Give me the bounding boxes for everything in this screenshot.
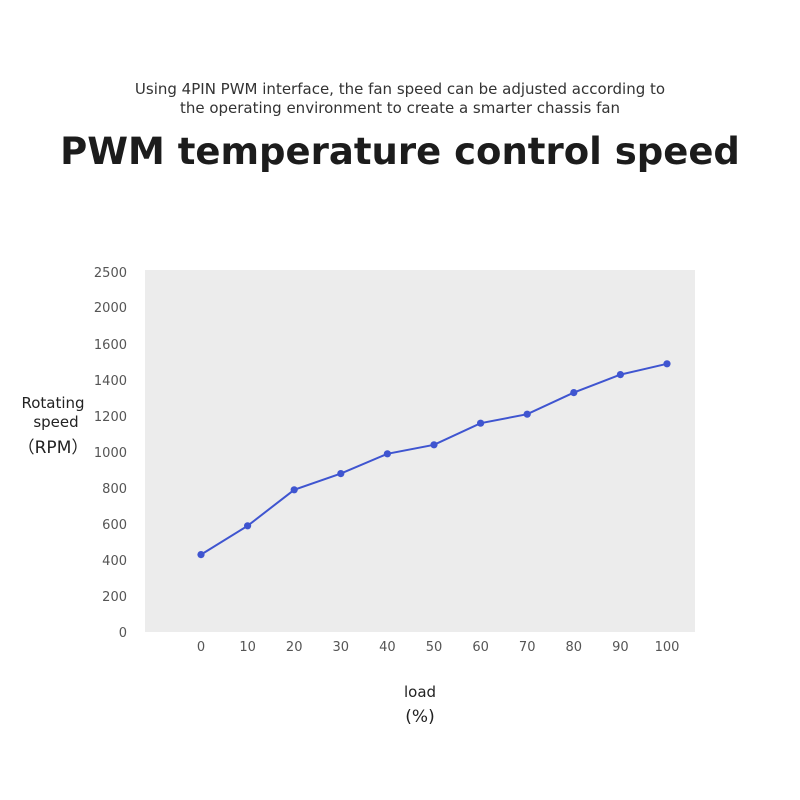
data-point (197, 551, 205, 559)
y-tick-label: 2500 (94, 266, 127, 281)
plot-background (145, 270, 695, 632)
data-point (383, 450, 391, 458)
y-tick-label: 1000 (94, 446, 127, 461)
x-axis-ticks: 0 10 20 30 40 50 60 70 80 90 100 (197, 640, 680, 655)
y-axis-title-line-2: speed (33, 413, 78, 431)
x-tick-label: 50 (426, 640, 443, 655)
data-point (290, 486, 298, 494)
x-tick-label: 20 (286, 640, 303, 655)
x-tick-label: 10 (239, 640, 256, 655)
y-axis-title-line-3: （RPM） (18, 438, 89, 458)
y-axis-title-line-1: Rotating (21, 394, 84, 412)
x-tick-label: 90 (612, 640, 629, 655)
y-tick-label: 1400 (94, 374, 127, 389)
series-group (197, 360, 671, 559)
y-tick-label: 600 (102, 518, 127, 533)
x-tick-label: 0 (197, 640, 205, 655)
x-tick-label: 60 (472, 640, 489, 655)
data-point (616, 371, 625, 379)
data-point (477, 419, 485, 427)
x-tick-label: 100 (655, 640, 680, 655)
y-tick-label: 1600 (94, 338, 127, 353)
data-point (337, 470, 345, 478)
y-axis-ticks: 0 200 400 600 800 1000 1200 1400 1600 2000 2500 (94, 266, 127, 641)
x-tick-label: 70 (519, 640, 536, 655)
data-point (663, 360, 671, 368)
y-tick-label: 400 (102, 554, 127, 569)
subtitle-line-2: the operating environment to create a sm… (179, 99, 621, 117)
x-axis-title-line-1: load (404, 683, 436, 701)
data-point (523, 410, 531, 418)
x-tick-label: 30 (333, 640, 350, 655)
y-tick-label: 1200 (94, 410, 127, 425)
data-point (570, 389, 578, 397)
x-tick-label: 80 (566, 640, 583, 655)
x-axis-title-line-2: (%) (405, 707, 434, 727)
data-point (430, 441, 438, 449)
subtitle-line-1: Using 4PIN PWM interface, the fan speed … (134, 80, 666, 98)
x-tick-label: 40 (379, 640, 396, 655)
y-tick-label: 0 (119, 626, 127, 641)
page-title: PWM temperature control speed (60, 130, 740, 173)
y-tick-label: 800 (102, 482, 127, 497)
data-point (244, 522, 252, 530)
y-tick-label: 200 (102, 590, 127, 605)
y-tick-label: 2000 (94, 301, 127, 316)
